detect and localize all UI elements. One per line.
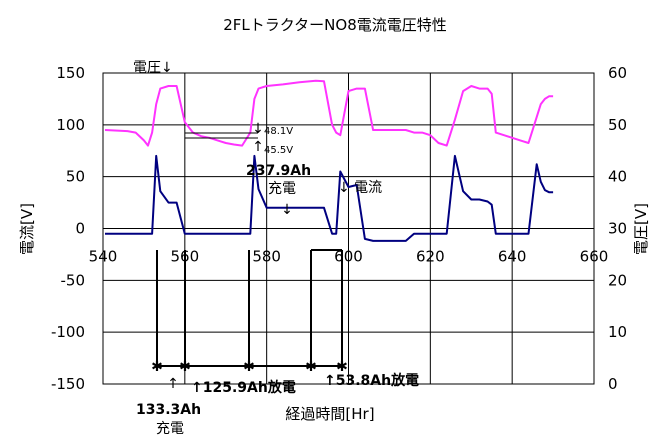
small-arrow-1: ↑	[167, 376, 179, 392]
marker-2: ✱	[179, 359, 191, 375]
right-y-tick-label: 60	[608, 64, 627, 82]
left-y-tick-label: 0	[75, 220, 85, 238]
small-arrow-4: ↓	[281, 202, 293, 218]
current-arrow-label: ↓ 電流	[338, 180, 382, 196]
small-arrow-3: ↑	[252, 139, 264, 155]
chart-title: 2FLトラクターNO8電流電圧特性	[223, 16, 447, 34]
label-133ah: 133.3Ah	[136, 402, 201, 418]
current-series-line	[105, 154, 554, 242]
right-y-axis-title: 電圧[V]	[632, 203, 650, 255]
label-48v: 48.1V	[264, 126, 293, 137]
marker-1: ✱	[151, 359, 163, 375]
marker-5: ✱	[336, 359, 348, 375]
x-axis-title: 経過時間[Hr]	[285, 405, 374, 423]
small-arrow-2: ↓	[252, 121, 264, 137]
left-y-tick-label: 100	[56, 116, 85, 134]
x-tick-label: 580	[252, 248, 281, 266]
series-group	[104, 79, 554, 242]
label-45v: 45.5V	[264, 145, 293, 156]
label-125ah: ↑125.9Ah放電	[191, 379, 296, 396]
left-y-tick-label: -150	[51, 375, 85, 393]
right-y-tick-label: 10	[608, 323, 627, 341]
annotations: ✱ ✱ ✱ ✱ ✱ ↑ ↓ ↑ ↓	[151, 121, 348, 392]
label-charge-bottom: 充電	[156, 421, 184, 437]
right-y-tick-label: 0	[608, 375, 618, 393]
voltage-series-line	[104, 79, 554, 147]
marker-4: ✱	[305, 359, 317, 375]
label-charge-mid: 充電	[268, 181, 296, 197]
x-tick-label: 540	[89, 248, 118, 266]
grid	[103, 73, 594, 384]
right-y-tick-label: 30	[608, 220, 627, 238]
x-tick-label: 660	[580, 248, 609, 266]
right-y-tick-label: 40	[608, 168, 627, 186]
left-y-tick-label: -50	[61, 271, 86, 289]
marker-3: ✱	[243, 359, 255, 375]
label-237ah: 237.9Ah	[246, 163, 311, 179]
x-tick-label: 640	[498, 248, 527, 266]
x-tick-label: 620	[416, 248, 445, 266]
left-y-tick-labels: 150 100 50 0 -50 -100 -150	[51, 64, 85, 393]
annotation-labels: 電圧↓ 48.1V 45.5V 237.9Ah 充電 ↓ 電流 ↑125.9Ah…	[133, 60, 419, 437]
left-y-tick-label: 150	[56, 64, 85, 82]
right-y-tick-label: 20	[608, 271, 627, 289]
x-tick-labels: 540560580600620640660	[89, 248, 609, 266]
voltage-arrow-label: 電圧↓	[133, 60, 173, 76]
left-y-tick-label: 50	[66, 168, 85, 186]
plot-frame	[102, 72, 595, 385]
left-y-tick-label: -100	[51, 323, 85, 341]
right-y-tick-labels: 60 50 40 30 20 10 0	[608, 64, 627, 393]
label-53ah: ↑53.8Ah放電	[324, 372, 419, 389]
left-y-axis-title: 電流[V]	[18, 203, 36, 255]
right-y-tick-label: 50	[608, 116, 627, 134]
